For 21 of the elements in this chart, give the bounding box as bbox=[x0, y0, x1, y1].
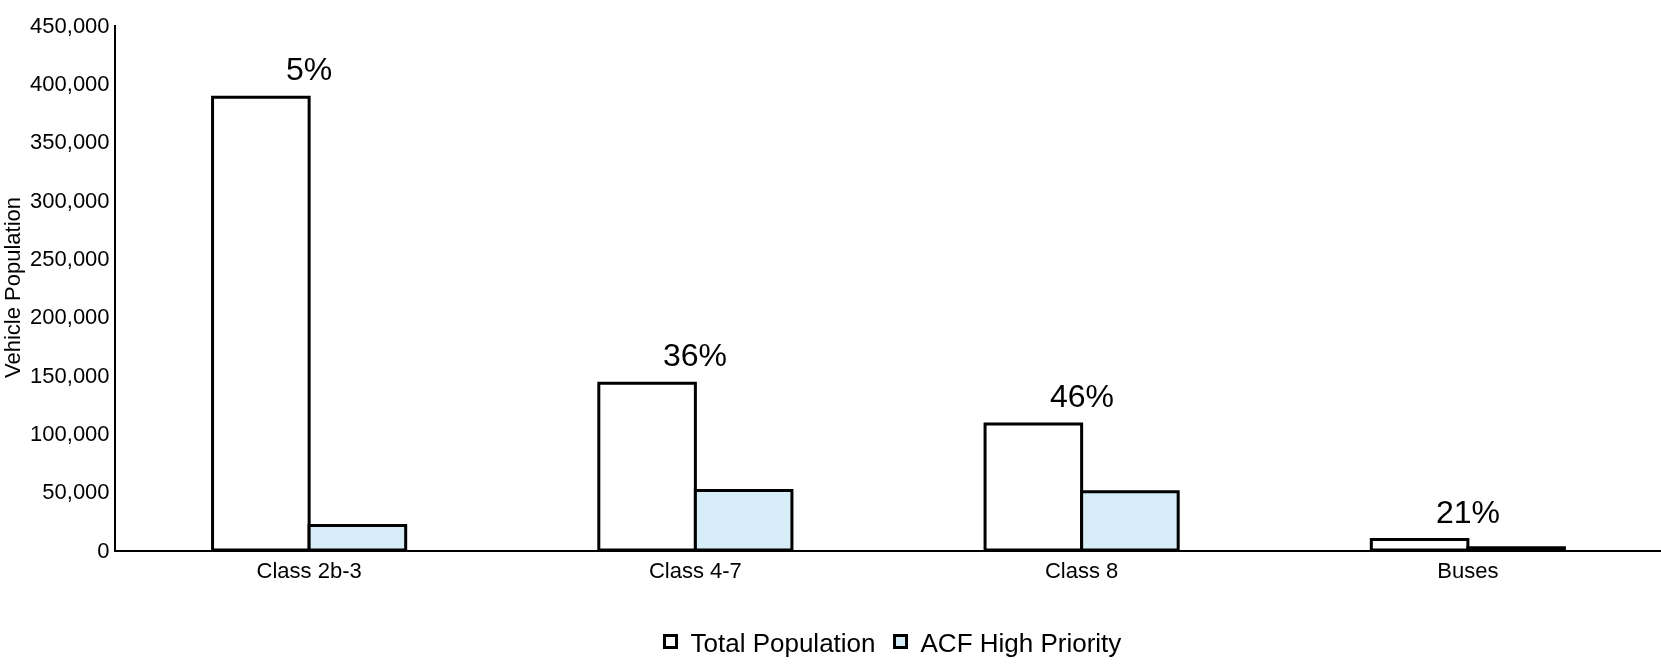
annotation: 36% bbox=[663, 337, 728, 373]
legend-label: Total Population bbox=[690, 627, 876, 658]
annotation: 21% bbox=[1436, 494, 1501, 530]
y-tick-label: 150,000 bbox=[30, 362, 110, 388]
y-tick-label: 350,000 bbox=[30, 129, 110, 155]
x-tick-label: Class 2b-3 bbox=[256, 558, 362, 584]
y-tick-label: 450,000 bbox=[30, 12, 110, 38]
y-tick-label: 50,000 bbox=[42, 479, 110, 505]
y-tick-label: 300,000 bbox=[30, 187, 110, 213]
y-axis-title: Vehicle Population bbox=[0, 196, 25, 379]
y-tick-label: 200,000 bbox=[30, 304, 110, 330]
x-tick-label: Buses bbox=[1437, 558, 1499, 584]
y-tick-label: 100,000 bbox=[30, 421, 110, 447]
y-tick-label: 400,000 bbox=[30, 71, 110, 97]
x-tick-label: Class 4-7 bbox=[648, 558, 742, 584]
legend-label: ACF High Priority bbox=[920, 627, 1122, 658]
y-tick-label: 0 bbox=[97, 537, 110, 563]
y-tick-label: 250,000 bbox=[30, 246, 110, 272]
x-tick-label: Class 8 bbox=[1044, 558, 1119, 584]
annotation: 5% bbox=[286, 51, 333, 87]
annotation: 46% bbox=[1050, 378, 1115, 414]
